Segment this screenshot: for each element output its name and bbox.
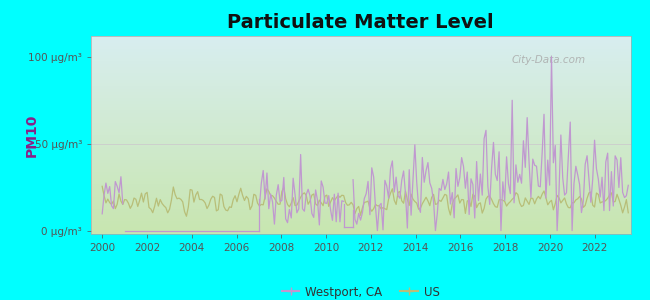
Title: Particulate Matter Level: Particulate Matter Level bbox=[227, 13, 494, 32]
Legend: Westport, CA, US: Westport, CA, US bbox=[277, 281, 445, 300]
Text: City-Data.com: City-Data.com bbox=[512, 55, 586, 65]
Text: PM10: PM10 bbox=[25, 113, 38, 157]
